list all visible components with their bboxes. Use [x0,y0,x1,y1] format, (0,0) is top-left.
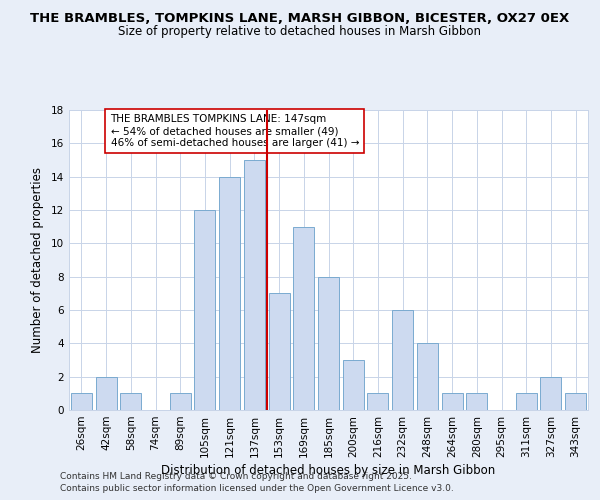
Bar [170,394,191,410]
Bar [392,310,413,410]
Bar [194,210,215,410]
Bar [71,394,92,410]
Bar [95,376,116,410]
Bar [269,294,290,410]
Text: THE BRAMBLES, TOMPKINS LANE, MARSH GIBBON, BICESTER, OX27 0EX: THE BRAMBLES, TOMPKINS LANE, MARSH GIBBO… [31,12,569,26]
Bar [565,394,586,410]
Bar [293,226,314,410]
Bar [466,394,487,410]
Bar [318,276,339,410]
Text: Size of property relative to detached houses in Marsh Gibbon: Size of property relative to detached ho… [119,25,482,38]
Bar [417,344,438,410]
Bar [343,360,364,410]
Text: Contains HM Land Registry data © Crown copyright and database right 2025.: Contains HM Land Registry data © Crown c… [60,472,412,481]
Bar [541,376,562,410]
Bar [442,394,463,410]
Bar [367,394,388,410]
Bar [516,394,537,410]
Text: THE BRAMBLES TOMPKINS LANE: 147sqm
← 54% of detached houses are smaller (49)
46%: THE BRAMBLES TOMPKINS LANE: 147sqm ← 54%… [110,114,359,148]
Bar [120,394,141,410]
Text: Contains public sector information licensed under the Open Government Licence v3: Contains public sector information licen… [60,484,454,493]
Y-axis label: Number of detached properties: Number of detached properties [31,167,44,353]
Bar [244,160,265,410]
Bar [219,176,240,410]
X-axis label: Distribution of detached houses by size in Marsh Gibbon: Distribution of detached houses by size … [161,464,496,477]
